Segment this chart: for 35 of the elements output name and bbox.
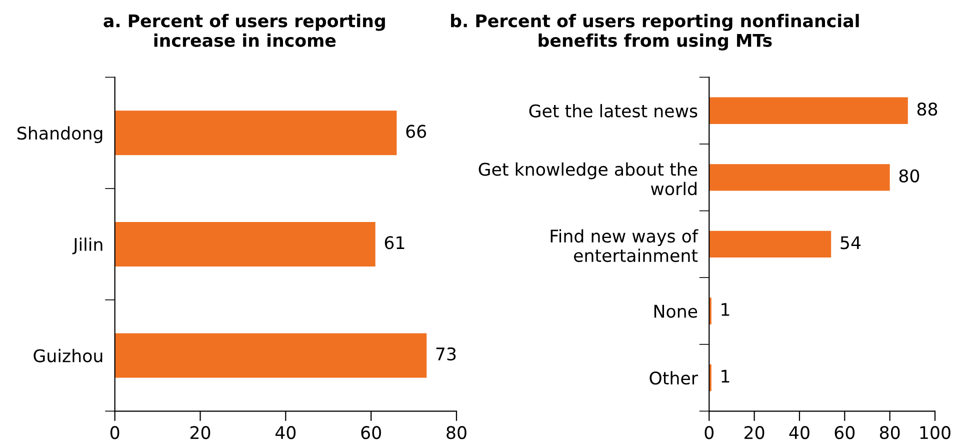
x-tick-label: 80 [446,426,466,440]
bar [114,333,427,378]
x-tick-label: 20 [190,426,210,440]
y-tick-label: Get knowledge about the world [478,162,698,196]
y-tick-label: Other [650,371,698,385]
x-tick-label: 60 [834,426,855,440]
chart-title: a. Percent of users reporting increase in income [104,14,385,47]
x-tick-label: 80 [880,426,900,440]
y-tick-label: Guizhou [34,348,102,362]
data-label: 80 [899,169,920,182]
data-label: 1 [722,370,730,383]
bar [114,222,376,266]
y-tick-label: Get the latest news [529,104,698,118]
bar [709,97,908,124]
chart-title: b. Percent of users reporting nonfinancial benefits from using MTs [451,14,859,50]
data-label: 88 [917,102,938,116]
bar [709,230,832,258]
bar [114,110,397,156]
y-tick-label: None [654,304,698,318]
x-tick-label: 40 [789,426,810,440]
x-tick-label: 0 [110,426,120,440]
data-label: 54 [840,236,861,250]
y-tick-label: Shandong [18,126,102,144]
y-tick-label: Find new ways of entertainment [550,229,698,262]
data-label: 73 [436,347,456,361]
x-tick-label: 0 [704,426,714,440]
x-tick-label: 40 [275,426,296,440]
x-tick-label: 20 [744,426,764,440]
y-tick-label: Jilin [72,238,102,254]
bar [709,164,890,191]
data-label: 66 [406,124,426,138]
x-tick-label: 100 [920,426,950,440]
data-label: 61 [384,236,404,250]
data-label: 1 [722,303,730,316]
x-tick-label: 60 [361,426,381,440]
